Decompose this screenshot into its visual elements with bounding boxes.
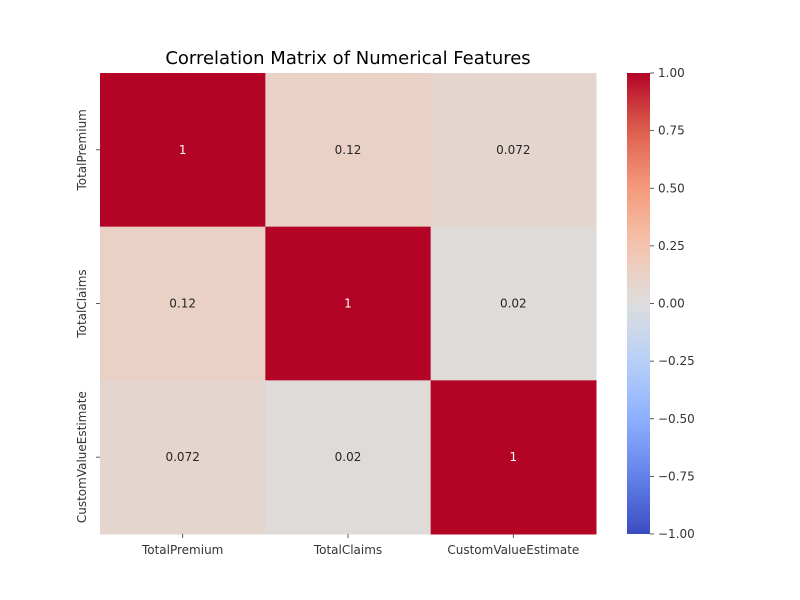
cell-annotation-r0-c0: 1 (179, 143, 187, 157)
y-tick-label: TotalClaims (75, 269, 89, 338)
x-tick-label: TotalClaims (313, 543, 382, 557)
x-tick-label: CustomValueEstimate (447, 543, 579, 557)
colorbar-tick-label: −0.75 (658, 469, 695, 483)
y-axis: TotalPremium TotalClaims CustomValueEstima… (75, 109, 100, 523)
heatmap-cell-r1-c2 (430, 226, 597, 381)
cell-annotation-r1-c2: 0.02 (500, 297, 527, 311)
y-tick-label: TotalPremium (75, 109, 89, 191)
colorbar-tick-label: −1.00 (658, 527, 695, 541)
cell-annotation-r0-c1: 0.12 (335, 143, 362, 157)
heatmap-cell-r1-c1 (265, 226, 432, 381)
heatmap-cell-r0-c0 (100, 73, 266, 228)
heatmap-cells: 1 0.12 0.072 0.12 1 0.02 0.072 0.02 1 (100, 73, 597, 535)
cell-annotation-r2-c0: 0.072 (165, 450, 199, 464)
chart-title: Correlation Matrix of Numerical Features (165, 48, 530, 69)
heatmap-cell-r2-c2 (430, 380, 597, 535)
cell-annotation-r2-c1: 0.02 (335, 450, 362, 464)
heatmap-cell-r0-c1 (265, 73, 432, 228)
cell-annotation-r1-c1: 1 (344, 297, 352, 311)
colorbar-tick-label: 0.50 (658, 181, 685, 195)
heatmap-cell-r0-c2 (430, 73, 597, 228)
heatmap-cell-r2-c0 (100, 380, 266, 535)
cell-annotation-r0-c2: 0.072 (496, 143, 530, 157)
y-tick-label: CustomValueEstimate (75, 391, 89, 523)
colorbar-tick-label: 0.25 (658, 239, 685, 253)
colorbar-tick-label: −0.25 (658, 354, 695, 368)
heatmap-cell-r2-c1 (265, 380, 432, 535)
cell-annotation-r1-c0: 0.12 (169, 297, 196, 311)
colorbar: 1.00 0.75 0.50 0.25 0.00 −0.25 −0.50 −0.75 −1.00 (627, 66, 695, 541)
x-tick-label: TotalPremium (141, 543, 223, 557)
heatmap-cell-r1-c0 (100, 226, 266, 381)
cell-annotation-r2-c2: 1 (510, 450, 518, 464)
x-axis: TotalPremium TotalClaims CustomValueEstima… (141, 534, 579, 557)
colorbar-tick-label: 1.00 (658, 66, 685, 80)
colorbar-tick-label: −0.50 (658, 412, 695, 426)
colorbar-tick-label: 0.75 (658, 124, 685, 138)
colorbar-gradient (627, 73, 650, 534)
colorbar-tick-label: 0.00 (658, 297, 685, 311)
